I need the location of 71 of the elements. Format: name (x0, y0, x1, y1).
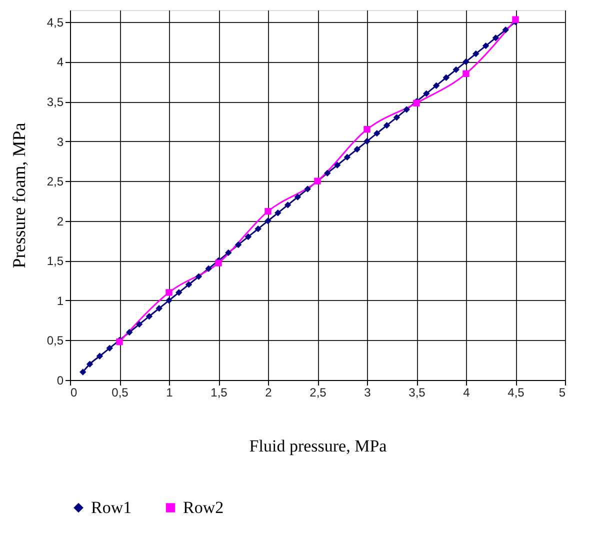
point (423, 90, 430, 97)
point (304, 186, 311, 192)
x-tick-label: 3 (364, 386, 372, 400)
point (136, 320, 143, 328)
y-tick-label: 4,5 (46, 15, 64, 30)
point (264, 218, 272, 224)
point (234, 241, 242, 248)
point (432, 82, 440, 89)
y-tick-label: 2 (56, 214, 64, 228)
point (462, 58, 470, 66)
point (462, 70, 470, 78)
x-tick-label: 4,5 (508, 386, 525, 400)
x-tick-label: 2 (265, 386, 272, 400)
y-tick-label: 0 (56, 374, 64, 388)
point (452, 66, 460, 74)
point (96, 352, 104, 360)
x-tick-label: 5 (558, 386, 566, 400)
legend-label: Row1 (91, 498, 132, 517)
point (106, 344, 113, 352)
point (294, 194, 302, 200)
x-axis-title: Fluid pressure, MPa (249, 436, 388, 456)
point (354, 146, 360, 153)
point (195, 273, 202, 280)
y-axis-title: Pressure foam, MPa (8, 122, 29, 268)
x-tick-label: 4 (463, 386, 470, 400)
point (383, 122, 390, 129)
y-tick-label: 3 (56, 134, 64, 149)
point (215, 260, 222, 266)
y-tick-label: 0,5 (46, 334, 64, 348)
y-tick-label: 4 (56, 55, 64, 70)
point (205, 265, 212, 272)
point (166, 297, 172, 304)
y-tick-label: 3,5 (46, 95, 64, 110)
point (146, 312, 153, 320)
legend-label: Row2 (183, 498, 224, 517)
point (374, 130, 380, 137)
point (393, 114, 400, 121)
y-tick-label: 2,5 (46, 174, 64, 189)
x-tick-label: 3,5 (408, 386, 426, 400)
point (176, 289, 182, 296)
x-tick-label: 1 (166, 386, 174, 400)
point (156, 305, 162, 312)
x-tick-label: 0 (70, 386, 78, 400)
point (364, 126, 370, 133)
point (403, 106, 410, 113)
point (254, 225, 262, 232)
point (80, 368, 86, 376)
point (472, 50, 480, 58)
point (512, 16, 519, 23)
point (284, 202, 292, 208)
point (482, 42, 490, 50)
point (86, 360, 94, 368)
point (166, 289, 172, 296)
y-tick-label: 1 (56, 294, 64, 308)
x-tick-label: 0,5 (112, 386, 129, 400)
point (185, 281, 192, 288)
x-tick-label: 1,5 (210, 386, 228, 400)
point (274, 210, 282, 216)
point (126, 328, 133, 336)
point (442, 74, 450, 81)
x-tick-label: 2,5 (310, 386, 327, 400)
point (492, 34, 500, 42)
point (344, 154, 351, 161)
point (244, 233, 252, 240)
y-tick-label: 1,5 (46, 254, 64, 268)
point (334, 162, 341, 169)
point (225, 249, 232, 256)
point (502, 26, 509, 34)
point (324, 170, 331, 176)
point (364, 138, 370, 145)
point (264, 208, 272, 215)
